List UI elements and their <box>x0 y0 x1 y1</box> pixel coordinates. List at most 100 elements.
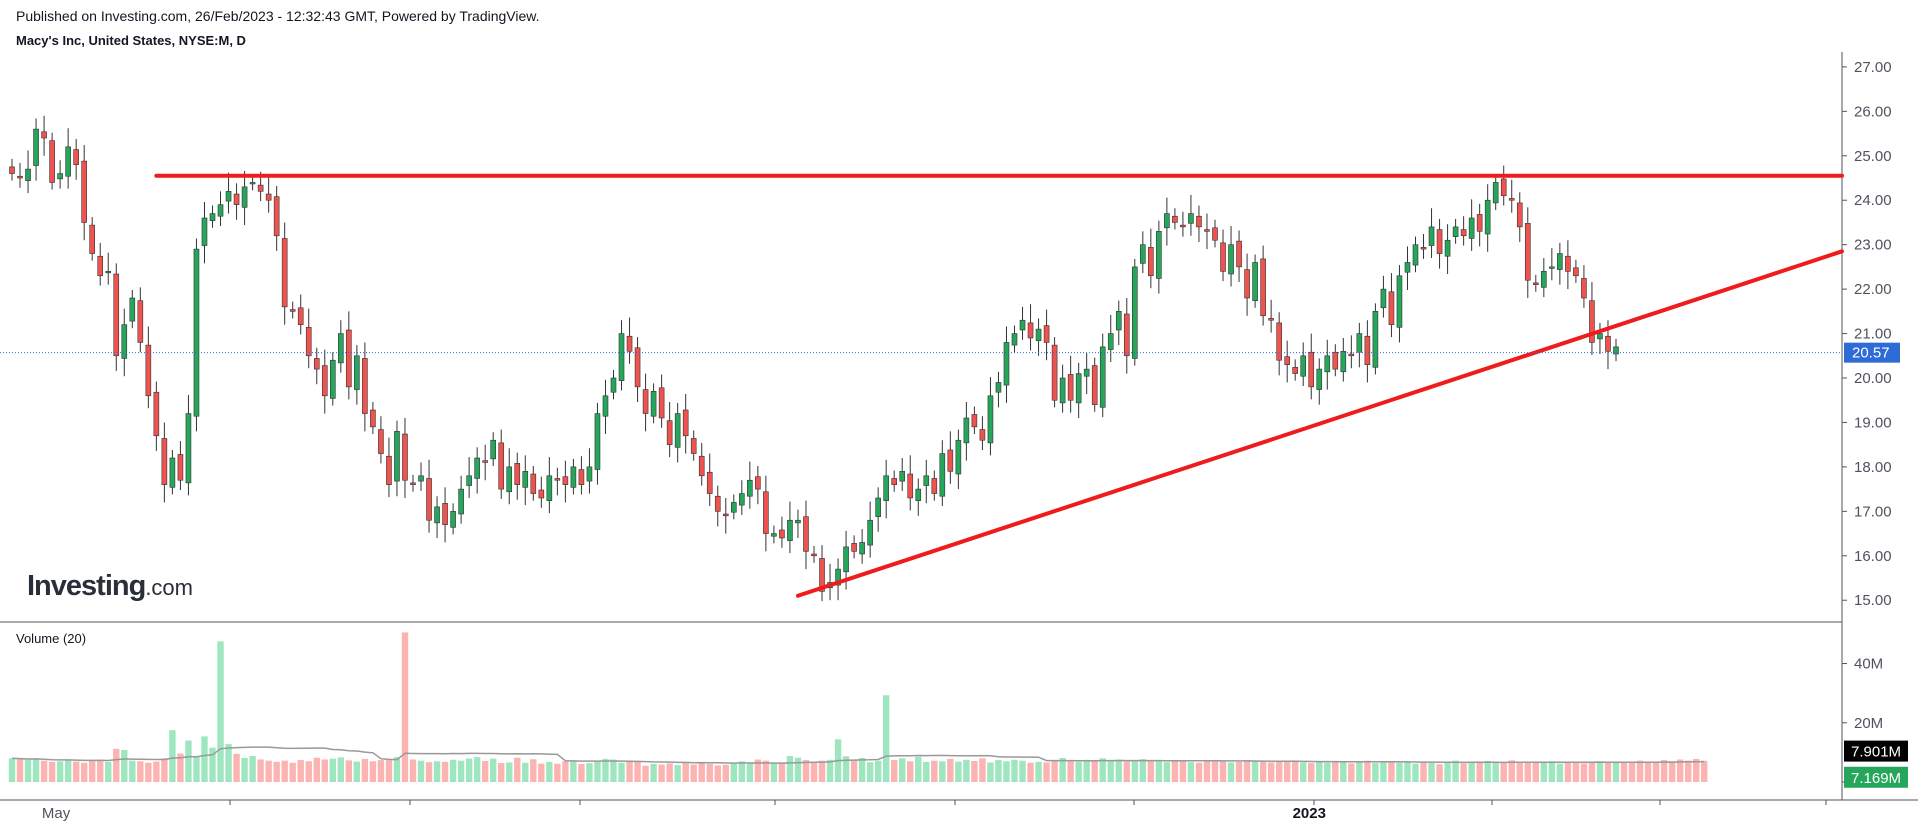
candle-body <box>787 519 793 541</box>
volume-bar <box>1508 760 1515 782</box>
volume-bar <box>40 760 48 782</box>
volume-bar <box>401 632 409 782</box>
candle-body <box>1276 322 1282 361</box>
volume-bar <box>915 756 922 782</box>
candle <box>1236 230 1242 282</box>
candle <box>1260 245 1266 326</box>
candle-body <box>241 186 248 208</box>
candle-body <box>1524 223 1531 281</box>
volume-bar <box>538 763 545 782</box>
candle-body <box>955 439 962 475</box>
candle-body <box>1565 255 1571 272</box>
candle-body <box>25 168 31 181</box>
candle <box>522 455 529 506</box>
volume-bar <box>1701 760 1708 782</box>
volume-bar <box>1412 763 1419 782</box>
candle <box>1589 282 1595 355</box>
volume-bar <box>1636 760 1644 782</box>
candle-body <box>939 453 946 497</box>
candle <box>25 150 31 194</box>
candle <box>739 480 745 515</box>
candle <box>434 496 440 538</box>
candle <box>177 441 184 490</box>
volume-bar <box>979 758 986 782</box>
candle-body <box>233 193 240 205</box>
volume-bar <box>530 759 537 782</box>
volume-bar <box>1364 760 1371 782</box>
candle-body <box>378 429 384 454</box>
candle-body <box>666 420 673 445</box>
volume-bar <box>1428 763 1435 782</box>
candle <box>803 500 809 570</box>
candle-body <box>1244 269 1250 299</box>
volume-bar <box>874 760 882 782</box>
volume-bar <box>674 765 681 782</box>
candle <box>466 457 472 498</box>
candle-body <box>739 493 745 506</box>
volume-bar <box>241 758 248 782</box>
candle <box>506 448 513 505</box>
candle <box>241 170 248 226</box>
candle-body <box>1236 240 1242 268</box>
volume-bar <box>650 763 657 782</box>
candle <box>747 461 753 509</box>
candle <box>698 442 705 486</box>
candle-body <box>121 324 128 359</box>
volume-bar <box>554 763 561 782</box>
candle <box>1420 234 1427 259</box>
candle <box>362 342 368 432</box>
candle-body <box>1388 291 1395 325</box>
volume-bar <box>1693 758 1700 782</box>
volume-bar <box>1644 761 1652 782</box>
volume-bar <box>345 760 353 782</box>
candle-body <box>875 497 881 517</box>
candle-body <box>698 455 705 477</box>
candle <box>1460 216 1467 246</box>
candle-body <box>618 333 625 381</box>
volume-pane-label: Volume (20) <box>16 631 87 646</box>
candle <box>1549 248 1555 281</box>
candle <box>771 525 777 544</box>
volume-bar <box>891 760 898 782</box>
candle <box>1091 357 1098 412</box>
candle <box>289 301 296 319</box>
candle-body <box>1396 275 1403 328</box>
volume-bar <box>706 763 713 782</box>
candle <box>811 546 817 563</box>
volume-bar <box>1388 761 1395 782</box>
volume-bar <box>818 760 826 782</box>
candle-body <box>1541 271 1547 288</box>
candle-body <box>89 224 95 254</box>
volume-bar <box>337 757 345 782</box>
candle-body <box>867 519 873 546</box>
candle-body <box>1332 351 1339 370</box>
volume-bar <box>465 758 473 782</box>
candle <box>161 422 168 503</box>
volume-bar <box>1676 759 1684 782</box>
candle-body <box>33 128 39 166</box>
volume-bar <box>963 759 970 782</box>
volume-bar <box>562 761 569 782</box>
candle-body <box>1180 224 1186 228</box>
candle <box>827 563 833 601</box>
volume-bar <box>722 764 729 782</box>
candle <box>1516 192 1523 242</box>
volume-bar <box>153 761 160 782</box>
candle-body <box>963 417 970 444</box>
candle <box>1228 226 1234 287</box>
last-price-label: 20.57 <box>1852 345 1890 362</box>
candle <box>1268 299 1274 333</box>
candle-body <box>1613 346 1619 355</box>
candle <box>1356 322 1363 368</box>
candle-body <box>1268 318 1274 321</box>
candle-body <box>1083 368 1090 377</box>
candle <box>867 501 873 558</box>
candle-body <box>161 438 168 485</box>
candle <box>410 474 416 492</box>
candle <box>787 501 793 554</box>
candle <box>1396 265 1403 343</box>
candle <box>370 402 376 434</box>
volume-bar <box>1556 763 1564 782</box>
candle <box>378 416 384 464</box>
